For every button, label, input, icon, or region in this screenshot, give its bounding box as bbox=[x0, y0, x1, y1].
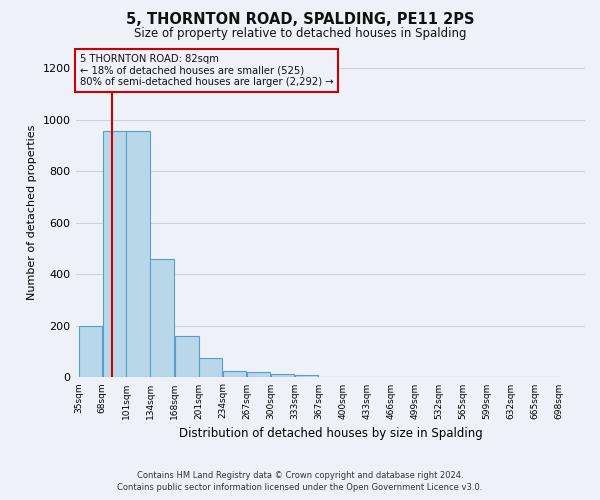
Bar bbox=[175, 336, 199, 378]
Bar bbox=[151, 259, 174, 378]
X-axis label: Distribution of detached houses by size in Spalding: Distribution of detached houses by size … bbox=[179, 427, 482, 440]
Bar bbox=[295, 375, 318, 378]
Bar bbox=[223, 371, 247, 378]
Bar bbox=[79, 326, 102, 378]
Bar bbox=[247, 372, 270, 378]
Text: Size of property relative to detached houses in Spalding: Size of property relative to detached ho… bbox=[134, 28, 466, 40]
Text: 5, THORNTON ROAD, SPALDING, PE11 2PS: 5, THORNTON ROAD, SPALDING, PE11 2PS bbox=[126, 12, 474, 28]
Text: 5 THORNTON ROAD: 82sqm
← 18% of detached houses are smaller (525)
80% of semi-de: 5 THORNTON ROAD: 82sqm ← 18% of detached… bbox=[80, 54, 334, 87]
Bar bbox=[199, 358, 223, 378]
Bar bbox=[103, 132, 126, 378]
Bar bbox=[271, 374, 294, 378]
Text: Contains HM Land Registry data © Crown copyright and database right 2024.
Contai: Contains HM Land Registry data © Crown c… bbox=[118, 471, 482, 492]
Y-axis label: Number of detached properties: Number of detached properties bbox=[27, 125, 37, 300]
Bar bbox=[127, 132, 150, 378]
